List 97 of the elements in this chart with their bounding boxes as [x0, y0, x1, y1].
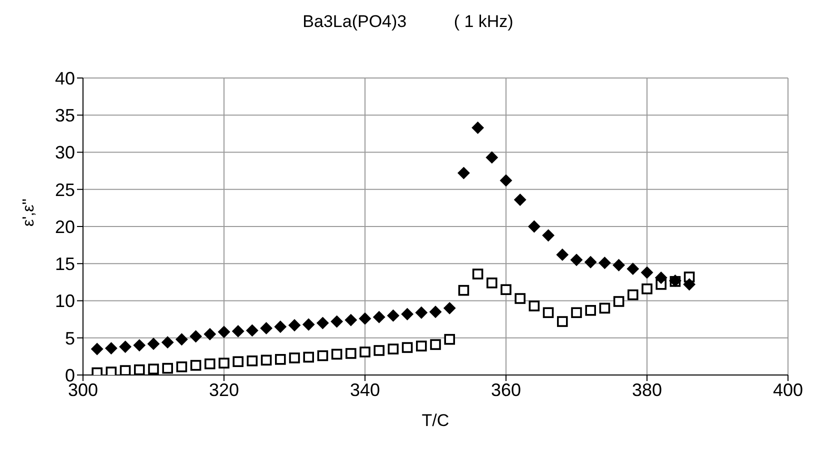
point	[430, 306, 442, 318]
point	[232, 325, 244, 338]
point	[162, 362, 173, 374]
point	[556, 248, 568, 261]
point	[584, 256, 597, 268]
point	[218, 326, 230, 338]
point	[360, 346, 370, 358]
point	[232, 356, 244, 368]
point	[346, 348, 356, 359]
point	[176, 333, 188, 346]
point	[190, 360, 202, 371]
point	[542, 307, 554, 318]
point	[176, 361, 188, 372]
y-tick-label: 5	[64, 328, 75, 348]
point	[542, 229, 554, 242]
point	[303, 352, 314, 363]
point	[91, 343, 104, 356]
point	[120, 365, 131, 375]
x-axis-title: T/C	[422, 411, 450, 430]
point	[642, 283, 652, 294]
point	[557, 316, 568, 327]
point	[204, 358, 216, 370]
point	[500, 284, 512, 296]
point	[148, 364, 159, 374]
y-tick-label: 15	[54, 254, 75, 274]
x-tick-label: 380	[632, 380, 662, 400]
point	[571, 307, 582, 318]
point	[472, 268, 484, 280]
point	[401, 308, 414, 320]
point	[626, 262, 639, 275]
point	[458, 284, 470, 296]
point	[641, 266, 653, 279]
x-tick-label: 360	[490, 380, 522, 400]
point	[148, 338, 160, 350]
x-tick-label: 400	[772, 380, 804, 400]
point	[514, 293, 526, 304]
point	[374, 345, 384, 356]
point	[162, 336, 174, 348]
point	[444, 334, 455, 345]
point	[500, 174, 512, 186]
point	[289, 352, 300, 364]
point	[570, 254, 582, 266]
y-tick-label: 10	[54, 291, 75, 312]
point	[288, 319, 300, 332]
point	[218, 358, 230, 369]
point	[472, 122, 484, 134]
point	[444, 302, 456, 314]
point	[317, 350, 328, 362]
point	[628, 289, 638, 300]
point	[388, 344, 399, 354]
point	[274, 320, 286, 333]
x-tick-label: 340	[350, 380, 380, 400]
chart-title: Ba3La(PO4)3 ( 1 kHz)	[302, 12, 514, 32]
y-tick-label: 40	[54, 68, 75, 88]
point	[359, 312, 371, 325]
point	[105, 342, 118, 354]
point	[387, 310, 400, 322]
point	[458, 167, 470, 180]
point	[331, 348, 342, 360]
x-tick-label: 320	[208, 380, 240, 400]
point	[655, 272, 668, 284]
point	[486, 151, 498, 164]
point	[612, 259, 625, 272]
point	[373, 311, 386, 324]
point	[430, 339, 441, 350]
point	[613, 296, 624, 307]
point	[486, 278, 498, 288]
point	[190, 330, 202, 342]
point	[134, 364, 145, 375]
point	[585, 305, 596, 316]
point	[204, 328, 216, 340]
point	[528, 300, 540, 312]
point	[683, 278, 696, 290]
point	[119, 340, 132, 353]
point	[402, 342, 413, 353]
point	[344, 314, 357, 326]
point	[330, 316, 343, 328]
point	[133, 339, 146, 352]
point	[415, 306, 428, 319]
point	[246, 355, 258, 366]
y-tick-label: 35	[54, 106, 75, 126]
point	[246, 324, 258, 336]
point	[416, 340, 427, 352]
point	[598, 256, 611, 269]
point	[260, 322, 272, 334]
point	[316, 317, 329, 330]
point	[275, 354, 286, 365]
point	[260, 354, 272, 366]
point	[302, 318, 315, 331]
y-tick-label: 25	[54, 180, 75, 200]
point	[106, 366, 117, 375]
y-tick-label: 30	[54, 142, 75, 163]
point	[599, 302, 610, 314]
y-tick-label: 20	[54, 216, 75, 237]
point	[528, 220, 540, 232]
y-axis-title: ε',ε''	[20, 198, 38, 226]
point	[514, 194, 526, 206]
